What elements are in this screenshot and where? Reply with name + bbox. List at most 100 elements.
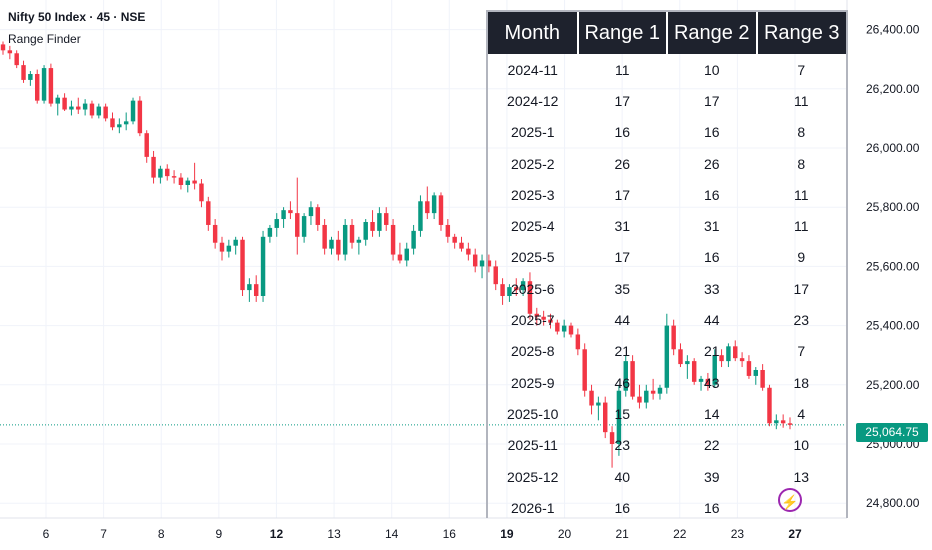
candle-body bbox=[295, 213, 300, 237]
candle-body bbox=[14, 53, 19, 66]
table-row: 2025-3 17 16 11 bbox=[488, 179, 846, 210]
candle-body bbox=[472, 254, 478, 267]
candle-down bbox=[466, 242, 471, 261]
candle-down bbox=[575, 328, 581, 356]
candle-body bbox=[691, 361, 697, 382]
candle-body bbox=[390, 224, 396, 255]
candle-up bbox=[561, 319, 567, 338]
cell-range-3: 8 bbox=[797, 155, 806, 172]
range-finder-table: Month Range 1 Range 2 Range 3 2024-11 11 1… bbox=[486, 10, 848, 518]
candle-body bbox=[130, 100, 136, 122]
candle-down bbox=[705, 372, 711, 391]
candle-body bbox=[486, 260, 492, 267]
candle-down bbox=[144, 130, 149, 163]
cell-month: 2025-1 bbox=[510, 124, 555, 141]
symbol-title[interactable]: Nifty 50 Index · 45 · NSE bbox=[8, 10, 146, 24]
cell-range-1: 35 bbox=[614, 280, 631, 297]
candle-down bbox=[206, 196, 211, 231]
candle-body bbox=[507, 287, 512, 296]
cell-month: 2025-10 bbox=[507, 405, 559, 422]
candle-down bbox=[34, 69, 40, 104]
candle-body bbox=[431, 195, 437, 214]
candle-down bbox=[746, 355, 752, 379]
candle-body bbox=[650, 390, 656, 394]
cell-range-1: 23 bbox=[614, 437, 631, 454]
candle-body bbox=[760, 370, 765, 388]
candle-body bbox=[548, 319, 553, 323]
x-tick-label: 6 bbox=[43, 527, 50, 541]
candle-down bbox=[486, 254, 492, 273]
candle-body bbox=[178, 177, 184, 185]
candle-body bbox=[301, 216, 307, 237]
candle-down bbox=[739, 352, 745, 368]
indicator-label[interactable]: Range Finder bbox=[8, 32, 81, 46]
candle-down bbox=[459, 236, 464, 252]
candle-down bbox=[103, 103, 108, 122]
candle-body bbox=[219, 242, 225, 252]
table-row: 2025-2 26 26 8 bbox=[488, 148, 846, 179]
table-header-row: Month Range 1 Range 2 Range 3 bbox=[488, 12, 846, 54]
candle-body bbox=[336, 239, 341, 255]
candle-up bbox=[520, 278, 526, 296]
cell-range-2: 16 bbox=[703, 124, 720, 141]
cell-range-2: 43 bbox=[703, 374, 720, 391]
cell-range-3: 23 bbox=[793, 312, 810, 329]
candle-down bbox=[165, 164, 170, 181]
y-tick-label: 25,400.00 bbox=[866, 319, 920, 333]
y-tick-label: 25,600.00 bbox=[866, 259, 920, 273]
candle-body bbox=[315, 207, 321, 225]
cell-month: 2024-12 bbox=[507, 92, 559, 109]
cell-range-3: 11 bbox=[793, 92, 809, 109]
candle-down bbox=[541, 310, 546, 326]
cell-range-1: 16 bbox=[614, 499, 631, 516]
candle-body bbox=[753, 370, 759, 376]
cell-range-3: 10 bbox=[793, 437, 810, 454]
candle-body bbox=[637, 396, 642, 403]
candle-down bbox=[240, 236, 245, 296]
candle-down bbox=[89, 100, 95, 119]
candle-down bbox=[315, 204, 321, 231]
candle-up bbox=[726, 343, 731, 368]
candle-body bbox=[787, 423, 793, 425]
candle-up bbox=[644, 384, 649, 409]
cell-range-1: 31 bbox=[614, 218, 631, 235]
candle-body bbox=[185, 180, 190, 185]
candle-body bbox=[780, 420, 786, 424]
candle-down bbox=[582, 343, 587, 397]
candle-up bbox=[130, 97, 136, 125]
candle-body bbox=[384, 213, 389, 225]
candle-down bbox=[178, 173, 184, 190]
candle-down bbox=[219, 236, 225, 261]
candle-body bbox=[0, 44, 6, 51]
candle-body bbox=[377, 213, 382, 231]
candle-up bbox=[657, 384, 663, 400]
candle-up bbox=[616, 384, 622, 456]
candle-down bbox=[192, 162, 197, 190]
candle-body bbox=[630, 361, 635, 397]
candle-down bbox=[199, 179, 204, 208]
candle-body bbox=[596, 402, 601, 406]
candle-body bbox=[404, 248, 409, 261]
cell-range-2: 16 bbox=[703, 499, 720, 516]
candle-down bbox=[493, 260, 498, 291]
cell-month: 2025-3 bbox=[510, 186, 555, 203]
lightning-icon[interactable]: ⚡ bbox=[778, 488, 802, 512]
candle-body bbox=[267, 227, 273, 237]
candle-down bbox=[678, 343, 683, 368]
table-row: 2024-12 17 17 11 bbox=[488, 85, 846, 116]
candle-body bbox=[192, 180, 197, 184]
cell-month: 2025-12 bbox=[507, 468, 559, 485]
candle-down bbox=[650, 378, 656, 400]
candle-body bbox=[445, 224, 451, 237]
candle-down bbox=[548, 313, 553, 329]
candle-down bbox=[452, 233, 457, 249]
x-tick-label: 16 bbox=[443, 527, 457, 541]
col-header-range-1: Range 1 bbox=[577, 12, 668, 54]
candle-up bbox=[431, 192, 437, 220]
candle-body bbox=[603, 402, 608, 433]
candle-body bbox=[288, 210, 293, 214]
last-price-badge: 25,064.75 bbox=[856, 423, 928, 442]
candle-body bbox=[123, 121, 129, 125]
candle-up bbox=[698, 375, 704, 391]
